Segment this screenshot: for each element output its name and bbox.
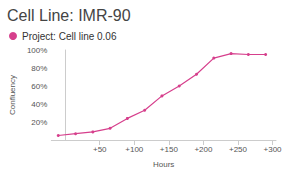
svg-text:100%: 100% (27, 46, 47, 55)
svg-text:20%: 20% (31, 118, 47, 127)
svg-text:+50: +50 (93, 145, 107, 154)
svg-text:60%: 60% (31, 82, 47, 91)
svg-text:Cell Line: IMR-90: Cell Line: IMR-90 (7, 7, 131, 24)
svg-text:40%: 40% (31, 100, 47, 109)
svg-text:80%: 80% (31, 64, 47, 73)
svg-text:+200: +200 (194, 145, 213, 154)
svg-text:Project: Cell line 0.06: Project: Cell line 0.06 (22, 31, 117, 42)
svg-text:+250: +250 (229, 145, 248, 154)
svg-text:Hours: Hours (153, 160, 174, 169)
svg-text:+150: +150 (160, 145, 179, 154)
svg-text:Confluency: Confluency (8, 75, 17, 115)
svg-text:+300: +300 (264, 145, 283, 154)
svg-text:+100: +100 (125, 145, 144, 154)
